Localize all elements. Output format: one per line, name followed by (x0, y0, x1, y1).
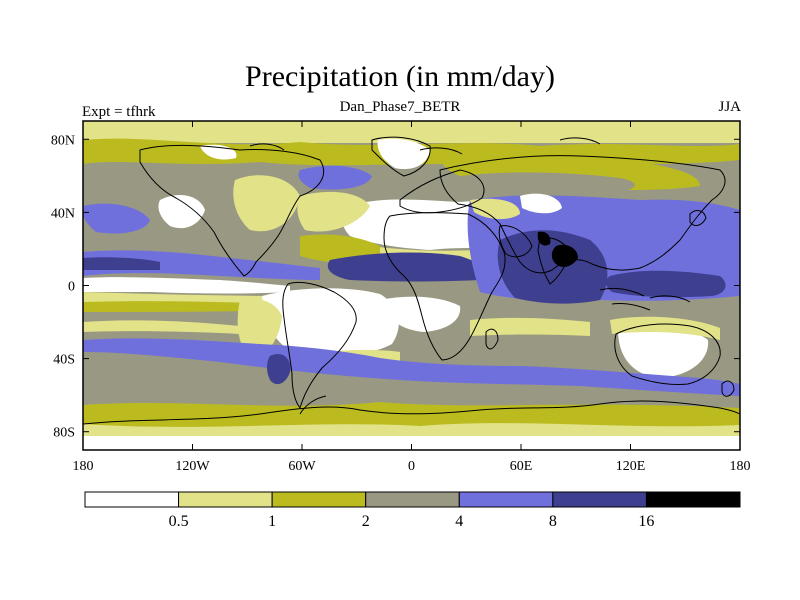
coastline-japan (689, 210, 707, 226)
precip-band-southern-storm-track (83, 338, 740, 396)
coastline-new-zealand (721, 380, 735, 397)
coastline-australia (614, 323, 721, 385)
y-tick-label: 80S (53, 426, 75, 441)
coastline-madagascar (485, 328, 499, 350)
precip-band-maritime-dark (605, 270, 726, 298)
season-label: JJA (718, 99, 741, 115)
precip-band-central-asia-light (470, 198, 520, 220)
precip-band-npacific-storm (83, 203, 150, 234)
x-tick-label: 180 (730, 459, 751, 474)
y-tick-label: 40S (53, 353, 75, 368)
coastline-india (537, 237, 571, 285)
precip-band-antarctic-olive (83, 402, 740, 427)
coastline-south-america (282, 281, 357, 410)
x-tick-label: 120E (616, 459, 646, 474)
x-tick-label: 120W (175, 459, 210, 474)
coastline-indonesia (599, 287, 691, 311)
colorbar-swatch (458, 491, 554, 508)
precip-band-equatorial-dry-tongue (83, 277, 290, 294)
y-tick-label: 80N (51, 133, 75, 148)
colorbar-label: 0.5 (169, 513, 189, 530)
precip-band-southern-pacific-light (83, 301, 290, 312)
precip-band-south-atlantic-dry (380, 296, 461, 332)
precip-band-southern-light-strip (83, 320, 240, 334)
plot-subtitle: Dan_Phase7_BETR (339, 99, 461, 115)
precip-band-arabian-peak (537, 231, 551, 246)
plot-title: Precipitation (in mm/day) (245, 60, 555, 93)
precip-band-natlantic-storm (298, 165, 372, 190)
colorbar-swatch (84, 491, 180, 508)
precip-band-itcz-pacific-dark (83, 257, 160, 270)
precip-band-npacific-dry (158, 195, 205, 229)
precip-band-south-america-dry (262, 288, 399, 357)
colorbar-swatch (271, 491, 367, 508)
colorbar-swatch (365, 491, 460, 508)
colorbar-swatch (645, 491, 741, 508)
x-tick-label: 60E (510, 459, 533, 474)
precip-band-atlantic-light (297, 191, 370, 232)
colorbar-label: 4 (455, 513, 463, 530)
precip-band-greenland-dry (377, 138, 430, 170)
colorbar: 0.5 1 2 4 8 16 (84, 491, 741, 530)
precip-band-asian-monsoon-dark (497, 230, 608, 304)
x-tick-label: 0 (408, 459, 415, 474)
precip-band-itcz-pacific-blue (83, 250, 320, 280)
experiment-label: Expt = tfhrk (82, 104, 156, 120)
coastline-arctic-islands (249, 137, 601, 155)
colorbar-swatch (552, 491, 647, 508)
coastline-greenland (371, 136, 431, 177)
coastlines (83, 136, 740, 425)
x-tick-label: 180 (73, 459, 94, 474)
y-tick-label: 0 (68, 280, 75, 295)
precip-band-chile-storm-dark (267, 353, 291, 385)
colorbar-label: 8 (549, 513, 557, 530)
precip-band-central-asia-dry (520, 193, 562, 214)
axis-ticks: 180 120W 60W 0 60E 120E 180 80N 40N 0 40S 80S (51, 121, 751, 474)
coastline-africa (383, 212, 506, 361)
precip-band-australia-dry (618, 325, 709, 378)
coastline-asia (439, 155, 726, 274)
precip-band-antarctic-interior (83, 436, 740, 450)
precip-band-equatorial-light (83, 292, 290, 304)
precip-band-south-indian-light (470, 317, 590, 336)
colorbar-label: 1 (268, 513, 276, 530)
coastline-arabia (498, 225, 533, 258)
coastline-north-america (139, 144, 325, 277)
precip-band-bay-of-bengal-peak (551, 244, 578, 267)
colorbar-swatch (178, 491, 273, 508)
precip-band-siberia-gray (460, 172, 635, 193)
colorbar-label: 2 (362, 513, 370, 530)
precip-band-australia-edge (610, 316, 720, 340)
coastline-antarctica (83, 400, 740, 425)
precip-band-itcz-atlantic-dark (327, 252, 484, 282)
precip-band-namerica-light (233, 175, 300, 232)
x-tick-label: 60W (288, 459, 316, 474)
colorbar-label: 16 (638, 513, 654, 530)
coastline-antarctic-peninsula (299, 395, 327, 415)
y-tick-label: 40N (51, 206, 75, 221)
